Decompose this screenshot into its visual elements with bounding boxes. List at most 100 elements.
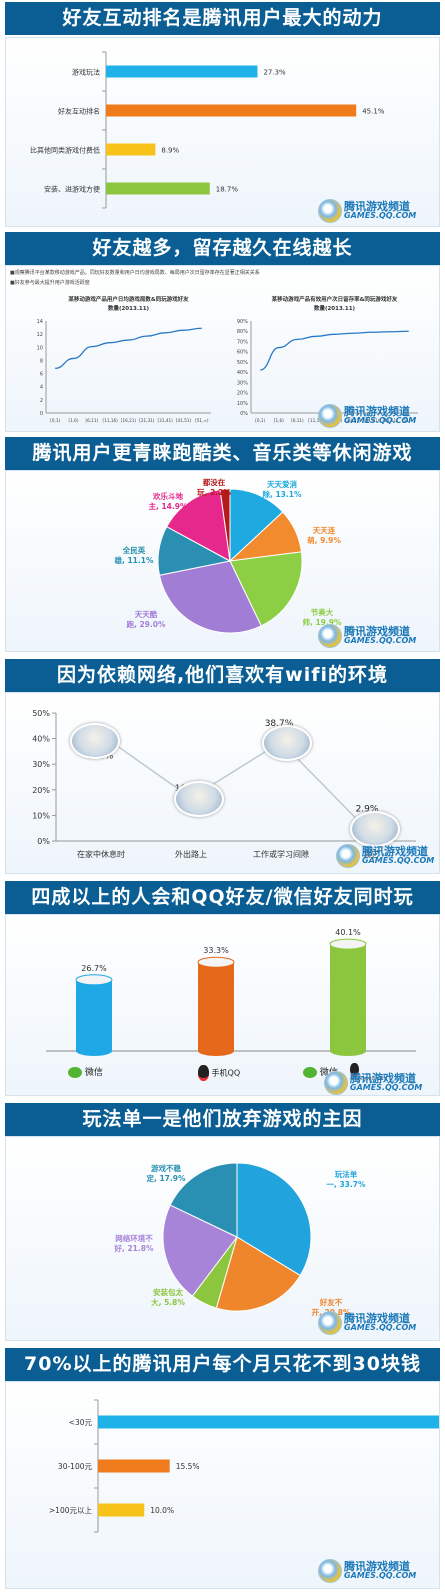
y-tick-label: 6 (40, 372, 43, 378)
watermark: 腾讯游戏频道 GAMES.QQ.COM (318, 1310, 436, 1336)
series-line (260, 330, 409, 371)
watermark-url: GAMES.QQ.COM (344, 211, 417, 220)
cylinder-body (330, 944, 366, 1051)
photo-work-icon (262, 725, 312, 761)
section1-panel: 游戏玩法 27.3% 好友互动排名 45.1% 比其他同类游戏付费低 8.9% 安装、进游戏… (5, 37, 440, 227)
pie-slice (162, 1204, 238, 1297)
x-tick-label: [1,6) (69, 418, 79, 423)
y-tick-label: 80% (237, 329, 248, 335)
watermark-name: 腾讯游戏频道 (362, 845, 428, 858)
pie-slice (236, 1162, 312, 1277)
wechat-label-1: 微信 (68, 1065, 103, 1078)
slice-label: 大, 5.8% (151, 1297, 185, 1307)
x-tick-label: [1,6) (274, 418, 284, 423)
y-tick-label: 30% (237, 380, 248, 386)
chart-title-line2: 数量(2013.11) (108, 304, 150, 312)
tencent-games-logo-icon (318, 1559, 342, 1583)
cylinder-top (197, 956, 235, 968)
value-label: 10.0% (150, 1506, 174, 1515)
section4-panel: 0%10%20%30%40%50%在家中休息时外出路上工作或学习间隙其它41.6… (5, 692, 440, 874)
photo-street-icon (174, 781, 224, 817)
watermark: 腾讯游戏频道 GAMES.QQ.COM (318, 403, 436, 429)
cylinder-base (76, 1046, 112, 1056)
y-tick-label: 10% (32, 811, 50, 820)
watermark: 腾讯游戏频道 GAMES.QQ.COM (336, 843, 445, 869)
pie-slice (229, 488, 284, 563)
x-tick-label: [0,1) (255, 418, 265, 423)
x-tick-label: [41,51) (176, 418, 192, 423)
qq-label: 手机QQ (198, 1065, 240, 1081)
slice-label: 天天爱消 (267, 479, 297, 489)
watermark-name: 腾讯游戏频道 (344, 1560, 410, 1573)
bar (98, 1415, 443, 1429)
watermark-url: GAMES.QQ.COM (350, 1083, 423, 1092)
photo-other-icon (350, 811, 400, 847)
watermark-url: GAMES.QQ.COM (344, 636, 417, 645)
slice-label: 都没在 (202, 477, 226, 487)
x-tick-label: [11,16) (308, 418, 324, 423)
y-tick-label: 12 (37, 332, 43, 338)
y-tick-label: 8 (40, 358, 43, 364)
qq-text: 手机QQ (211, 1068, 241, 1078)
data-label: 38.7% (265, 719, 294, 729)
value-label: 8.9% (161, 147, 179, 155)
y-tick-label: 0% (240, 411, 248, 417)
section5-title: 四成以上的人会和QQ好友/微信好友同时玩 (5, 881, 440, 914)
y-tick-label: 0 (40, 411, 43, 417)
slice-label: 游戏不稳 (151, 1163, 181, 1173)
pie-slice (215, 1236, 301, 1312)
category-label: 安装、进游戏方便 (44, 185, 100, 194)
x-tick-label: 在家中休息时 (77, 849, 125, 859)
slice-label: 安装包太 (153, 1287, 183, 1297)
wechat-icon (303, 1067, 317, 1078)
value-label: 18.7% (216, 186, 239, 194)
slice-label: 跑, 29.0% (127, 619, 166, 629)
y-tick-label: 70% (237, 339, 248, 345)
slice-label: 网络环境不 (115, 1233, 153, 1243)
slice-label: 天天酷 (135, 609, 158, 619)
chart-title-line1: 某移动游戏产品有效用户次日留存率&同玩游戏好友 (272, 295, 398, 303)
y-tick-label: 60% (237, 350, 248, 356)
series-line (100, 733, 372, 835)
x-tick-label: [41,51) (383, 418, 399, 423)
slice-label: 师, 19.9% (303, 617, 342, 627)
note-1: ■观察腾讯平台某款移动游戏产品，同玩好友数量和用户日均游戏局数、每局用户次日留存… (10, 270, 260, 276)
watermark: 腾讯游戏频道 GAMES.QQ.COM (318, 198, 436, 224)
cylinder-chart-friends: 26.7% 33.3% 40.1% (46, 928, 416, 1056)
category-label: <30元 (69, 1418, 93, 1427)
bar (98, 1459, 170, 1473)
watermark-name: 腾讯游戏频道 (344, 405, 410, 418)
bar (106, 182, 210, 195)
y-tick-label: 40% (237, 370, 248, 376)
pie-slice (169, 1162, 238, 1238)
y-tick-label: 50% (32, 709, 50, 718)
watermark-name: 腾讯游戏频道 (344, 200, 410, 213)
slice-label: 好, 21.8% (114, 1243, 154, 1253)
y-tick-label: 90% (237, 319, 248, 325)
watermark-name: 腾讯游戏频道 (344, 1312, 410, 1325)
slice-label: 玩, 2.2% (197, 488, 231, 497)
y-tick-label: 2 (40, 398, 43, 404)
bar (98, 1503, 145, 1517)
x-tick-label: [0,1) (50, 418, 60, 423)
photo-home-icon (70, 723, 120, 759)
slice-label: 欢乐斗地 (152, 491, 183, 501)
pie-slice (158, 560, 262, 634)
cylinder-base (330, 1046, 366, 1056)
category-label: 30-100元 (58, 1462, 93, 1471)
value-label: 15.5% (176, 1462, 200, 1471)
x-tick-label: [51,∞) (402, 418, 416, 423)
slice-label: 一, 33.7% (327, 1180, 366, 1189)
bar (106, 65, 258, 78)
slice-label: 定, 17.9% (147, 1173, 186, 1183)
tencent-games-logo-icon (318, 404, 342, 428)
x-tick-label: [16,21) (121, 418, 137, 423)
slice-label: 主, 14.9% (149, 501, 188, 511)
pie-slice (219, 488, 231, 562)
slice-label: 天天连 (313, 525, 336, 535)
qq-url: mobile.qq.com (350, 1076, 388, 1082)
cylinder-body (198, 962, 234, 1051)
